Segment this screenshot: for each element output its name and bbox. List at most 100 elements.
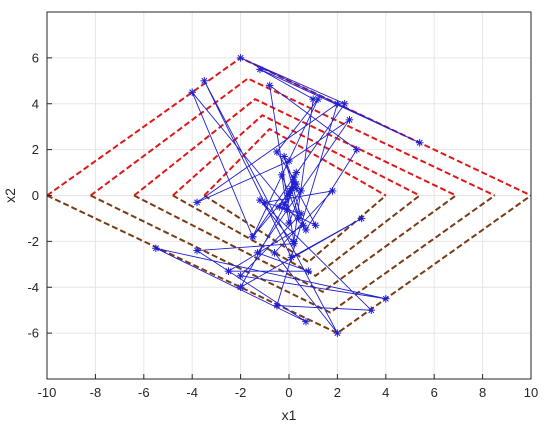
trajectory-point <box>345 116 354 124</box>
tick-labels: -10 -8 -6 -4 -2 0 2 4 6 8 10 -6 -4 -2 0 2 4 6 <box>27 50 538 400</box>
point-stroke <box>273 148 280 155</box>
point-stroke <box>254 249 261 256</box>
point-stroke <box>261 199 268 206</box>
point-stroke <box>237 272 244 279</box>
point-stroke <box>293 169 300 176</box>
trajectory-point <box>382 294 390 303</box>
point-stroke <box>382 295 389 302</box>
trajectory-point <box>292 184 301 193</box>
point-stroke <box>300 222 307 229</box>
trajectory-point <box>292 168 301 177</box>
point-stroke <box>329 187 336 194</box>
trajectory-point <box>285 219 293 227</box>
trajectory-point <box>309 95 317 103</box>
point-stroke <box>285 158 293 165</box>
y-tick-label: -2 <box>27 234 39 249</box>
y-tick-label: -6 <box>27 326 39 341</box>
point-stroke <box>283 206 290 213</box>
boundary-lower-0 <box>46 194 532 335</box>
boundary-lower-4 <box>203 194 387 264</box>
point-stroke <box>225 268 232 275</box>
point-stroke <box>290 174 297 181</box>
point-stroke <box>315 96 322 103</box>
point-stroke <box>152 245 159 252</box>
trajectory-point <box>200 77 209 85</box>
point-stroke <box>302 226 309 233</box>
trajectory-point <box>236 283 245 292</box>
x-tick-label: 0 <box>285 385 292 400</box>
trajectory-point <box>290 239 298 248</box>
y-tick-label: 6 <box>32 50 39 65</box>
point-stroke <box>276 203 283 210</box>
trajectory-point <box>333 99 342 108</box>
point-stroke <box>353 146 360 153</box>
boundary-lower-2 <box>133 194 457 294</box>
trajectory-point <box>256 65 264 74</box>
trajectory-point <box>224 267 233 275</box>
x-tick-label: -4 <box>186 385 198 400</box>
point-stroke <box>271 249 278 256</box>
point-stroke <box>368 307 375 314</box>
point-stroke <box>288 185 295 192</box>
trajectory-point <box>357 214 366 223</box>
point-stroke <box>298 187 305 194</box>
point-stroke <box>278 171 285 178</box>
trajectory-point <box>333 329 342 337</box>
boundary-lower-1 <box>90 194 496 314</box>
x-tick-label: -8 <box>90 385 102 400</box>
trajectory-point <box>302 317 310 326</box>
point-stroke <box>237 54 244 61</box>
point-stroke <box>302 318 309 325</box>
boundary-lower-3 <box>172 194 421 277</box>
x-tick-label: 10 <box>524 385 538 400</box>
point-stroke <box>288 254 295 261</box>
boundary-upper-2 <box>133 97 457 197</box>
point-stroke <box>266 82 273 89</box>
trajectory-point <box>297 187 305 195</box>
point-stroke <box>290 178 297 185</box>
trajectory-point <box>265 81 274 90</box>
trajectory-point <box>314 95 322 103</box>
x-tick-label: 6 <box>431 385 438 400</box>
trajectory-point <box>415 138 424 147</box>
point-stroke <box>201 77 208 84</box>
x-tick-label: -2 <box>235 385 247 400</box>
point-stroke <box>346 116 353 123</box>
x-tick-label: 4 <box>382 385 389 400</box>
trajectory-point <box>299 221 308 230</box>
point-stroke <box>237 284 244 291</box>
point-stroke <box>256 197 263 204</box>
point-stroke <box>298 210 305 217</box>
point-stroke <box>334 330 341 337</box>
point-stroke <box>249 233 256 240</box>
trajectory-point <box>273 301 281 310</box>
x-tick-label: 8 <box>479 385 486 400</box>
trajectory-point <box>304 267 313 275</box>
trajectory-point <box>311 221 320 230</box>
trajectory-point <box>270 249 279 257</box>
trajectory-point <box>188 88 196 97</box>
trajectory-point <box>152 244 160 253</box>
trajectory-point <box>352 145 361 154</box>
y-axis-label: x2 <box>2 188 18 203</box>
x-tick-label: -10 <box>38 385 57 400</box>
trajectory-point <box>290 177 298 186</box>
axes <box>46 11 532 380</box>
point-stroke <box>334 100 341 107</box>
x-axis-label: x1 <box>282 407 297 423</box>
trajectory-point <box>248 232 257 241</box>
trajectory-point <box>275 203 284 211</box>
trajectory-point <box>297 210 305 218</box>
point-stroke <box>312 222 319 229</box>
trajectory-point <box>277 171 286 179</box>
trajectory-point <box>285 189 293 198</box>
point-stroke <box>281 153 288 160</box>
trajectory-point <box>340 99 349 108</box>
boundary-upper-1 <box>89 77 496 197</box>
point-stroke <box>290 240 297 247</box>
point-stroke <box>285 220 293 227</box>
point-stroke <box>189 89 196 96</box>
point-stroke <box>194 247 201 254</box>
boundary-upper-3 <box>172 114 421 197</box>
